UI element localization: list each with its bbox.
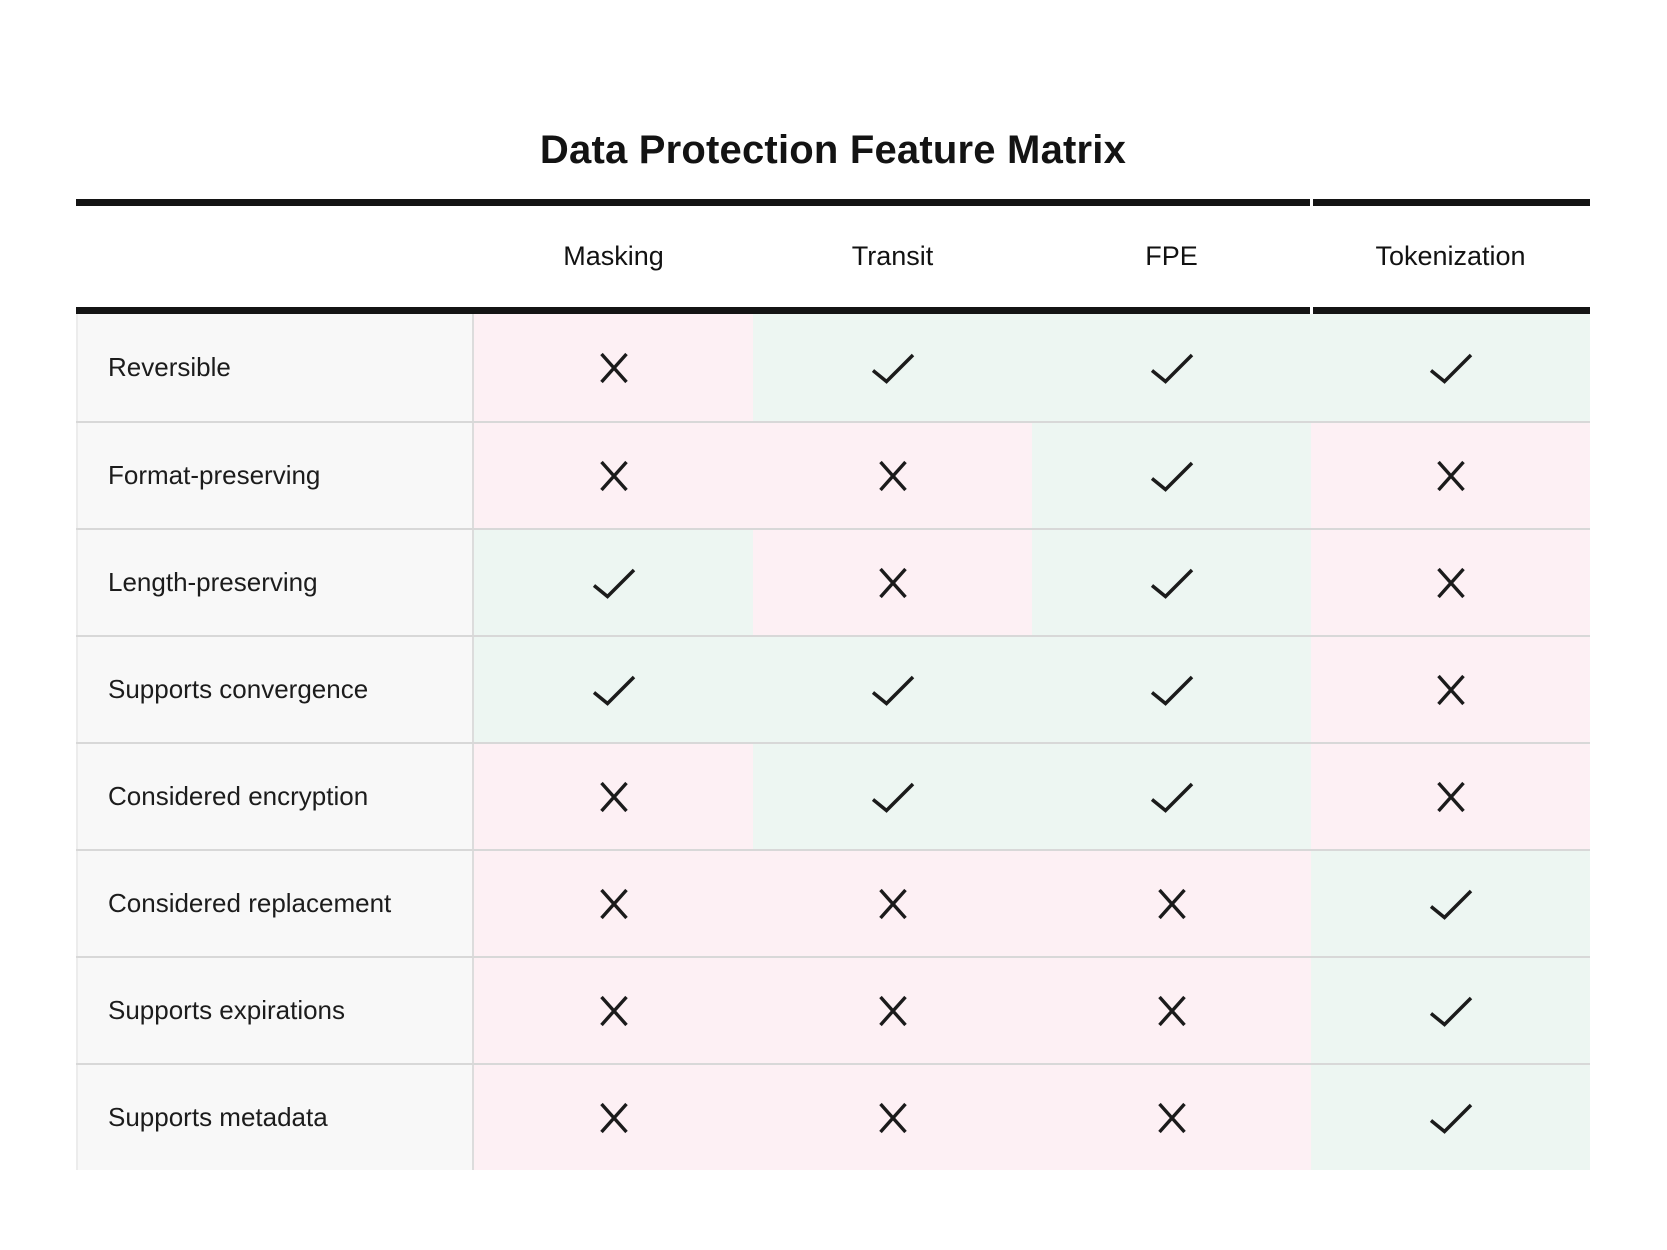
table-row: Supports expirations <box>76 956 1590 1063</box>
value-cell-yes <box>1032 314 1311 421</box>
value-cell-no <box>1032 1065 1311 1170</box>
value-cell-no <box>753 1065 1032 1170</box>
x-icon <box>1436 781 1466 813</box>
value-cell-no <box>1311 744 1590 849</box>
column-header-transit: Transit <box>851 241 934 271</box>
x-icon <box>599 460 629 492</box>
feature-label: Considered replacement <box>76 851 474 956</box>
table-row: Length-preserving <box>76 528 1590 635</box>
value-cell-no <box>1032 851 1311 956</box>
value-cell-no <box>474 423 753 528</box>
x-icon <box>1436 674 1466 706</box>
value-cell-no <box>753 423 1032 528</box>
x-icon <box>878 567 908 599</box>
x-icon <box>878 888 908 920</box>
x-icon <box>599 888 629 920</box>
feature-label: Supports expirations <box>76 958 474 1063</box>
x-icon <box>878 995 908 1027</box>
feature-label: Supports metadata <box>76 1065 474 1170</box>
check-icon <box>1428 888 1474 920</box>
page-title: Data Protection Feature Matrix <box>539 128 1127 172</box>
feature-matrix-table: Masking Transit FPE Tokenization Reversi… <box>76 199 1590 1170</box>
value-cell-yes <box>1311 1065 1590 1170</box>
check-icon <box>870 352 916 384</box>
x-icon <box>1157 995 1187 1027</box>
value-cell-yes <box>1032 744 1311 849</box>
x-icon <box>878 1102 908 1134</box>
header-row: Masking Transit FPE Tokenization <box>76 206 1590 307</box>
value-cell-no <box>753 851 1032 956</box>
value-cell-no <box>1311 530 1590 635</box>
value-cell-no <box>1311 637 1590 742</box>
value-cell-yes <box>753 744 1032 849</box>
table-row: Supports metadata <box>76 1063 1590 1170</box>
check-icon <box>1149 567 1195 599</box>
check-icon <box>1428 995 1474 1027</box>
check-icon <box>1149 781 1195 813</box>
value-cell-yes <box>474 637 753 742</box>
value-cell-yes <box>474 530 753 635</box>
column-header-masking: Masking <box>563 241 664 271</box>
x-icon <box>1436 460 1466 492</box>
feature-label: Format-preserving <box>76 423 474 528</box>
x-icon <box>599 352 629 384</box>
table-row: Format-preserving <box>76 421 1590 528</box>
value-cell-yes <box>1311 851 1590 956</box>
check-icon <box>591 567 637 599</box>
check-icon <box>1149 674 1195 706</box>
feature-label: Reversible <box>76 314 474 421</box>
check-icon <box>1428 1102 1474 1134</box>
top-rule <box>76 199 1590 206</box>
table-row: Reversible <box>76 314 1590 421</box>
table-body: Reversible Format-preserving Length-preser… <box>76 314 1590 1170</box>
feature-label: Length-preserving <box>76 530 474 635</box>
x-icon <box>1157 1102 1187 1134</box>
table-row: Considered encryption <box>76 742 1590 849</box>
check-icon <box>1428 352 1474 384</box>
table-row: Considered replacement <box>76 849 1590 956</box>
value-cell-no <box>474 1065 753 1170</box>
feature-label: Considered encryption <box>76 744 474 849</box>
value-cell-no <box>1032 958 1311 1063</box>
x-icon <box>878 460 908 492</box>
value-cell-yes <box>1311 314 1590 421</box>
check-icon <box>1149 460 1195 492</box>
corner-spacer <box>76 206 474 307</box>
value-cell-yes <box>1032 530 1311 635</box>
x-icon <box>599 1102 629 1134</box>
check-icon <box>870 674 916 706</box>
column-header-tokenization: Tokenization <box>1375 241 1526 271</box>
value-cell-no <box>753 958 1032 1063</box>
value-cell-no <box>1311 423 1590 528</box>
value-cell-yes <box>753 637 1032 742</box>
value-cell-no <box>474 744 753 849</box>
x-icon <box>1436 567 1466 599</box>
column-header-fpe: FPE <box>1145 241 1198 271</box>
value-cell-yes <box>1311 958 1590 1063</box>
value-cell-yes <box>1032 637 1311 742</box>
value-cell-no <box>474 851 753 956</box>
value-cell-no <box>474 958 753 1063</box>
table-row: Supports convergence <box>76 635 1590 742</box>
value-cell-yes <box>1032 423 1311 528</box>
header-divider-rule <box>76 307 1590 314</box>
value-cell-no <box>474 314 753 421</box>
x-icon <box>1157 888 1187 920</box>
check-icon <box>1149 352 1195 384</box>
feature-label: Supports convergence <box>76 637 474 742</box>
x-icon <box>599 781 629 813</box>
x-icon <box>599 995 629 1027</box>
check-icon <box>591 674 637 706</box>
value-cell-no <box>753 530 1032 635</box>
check-icon <box>870 781 916 813</box>
value-cell-yes <box>753 314 1032 421</box>
